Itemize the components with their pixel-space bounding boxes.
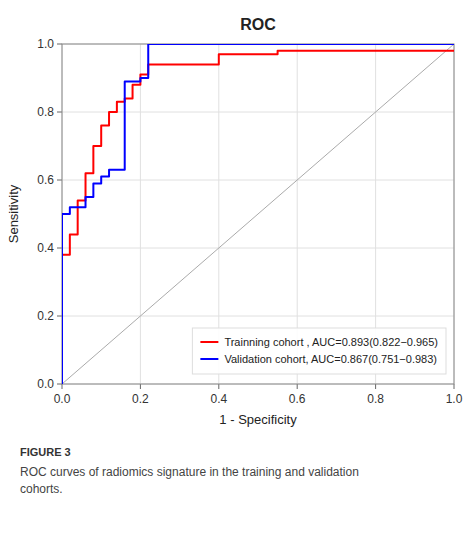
- tick-mark: [140, 384, 141, 389]
- tick-label: 0.4: [37, 241, 54, 255]
- title: ROC: [240, 16, 276, 33]
- tick-label: 0.4: [210, 392, 227, 406]
- legend: Trainning cohort , AUC=0.893(0.822−0.965…: [192, 328, 446, 374]
- tick-label: 0.2: [37, 309, 54, 323]
- tick-label: 0.8: [367, 392, 384, 406]
- plot-frame: [62, 44, 454, 384]
- background: [0, 0, 474, 546]
- reference-diagonal: [62, 44, 454, 384]
- tick-mark: [375, 384, 376, 389]
- tick-label: 0.6: [289, 392, 306, 406]
- tick-mark: [57, 112, 62, 113]
- tick-label: 1.0: [446, 392, 463, 406]
- grid-line: [62, 316, 454, 317]
- legend-swatch: [200, 341, 218, 343]
- tick-label: 0.2: [132, 392, 149, 406]
- tick-mark: [57, 180, 62, 181]
- tick-label: 0.0: [54, 392, 71, 406]
- tick-mark: [218, 384, 219, 389]
- grid-line: [62, 248, 454, 249]
- tick-label: 0.8: [37, 105, 54, 119]
- caption-title: FIGURE 3: [20, 446, 71, 458]
- caption-line: ROC curves of radiomics signature in the…: [20, 465, 359, 479]
- roc-line: [62, 51, 454, 384]
- grid-line: [62, 112, 454, 113]
- caption: ROC curves of radiomics signature in the…: [20, 465, 359, 496]
- legend-label: Trainning cohort , AUC=0.893(0.822−0.965…: [224, 336, 438, 348]
- tick-mark: [62, 384, 63, 389]
- roc-line: [62, 44, 454, 384]
- plot-area: [62, 44, 454, 384]
- x-axis-label: 1 - Specificity: [219, 412, 297, 427]
- tick-mark: [57, 316, 62, 317]
- tick-mark: [57, 44, 62, 45]
- grid: [62, 44, 454, 384]
- tick-mark: [454, 384, 455, 389]
- legend-swatch: [200, 358, 218, 360]
- legend-box: [192, 328, 446, 374]
- tick-mark: [57, 248, 62, 249]
- grid-line: [62, 180, 454, 181]
- tick-mark: [297, 384, 298, 389]
- tick-label: 0.0: [37, 377, 54, 391]
- tick-label: 0.6: [37, 173, 54, 187]
- chart: 0.0 0.2 0.4 0.6 0.8 1.0 0.0 0.2 0.4 0.6 0.8 1.0 ROC 1…: [0, 0, 474, 546]
- tick-label: 1.0: [37, 37, 54, 51]
- axes: 0.0 0.2 0.4 0.6 0.8 1.0 0.0 0.2 0.4 0.6 0.8 1.0: [37, 37, 462, 406]
- legend-label: Validation cohort, AUC=0.867(0.751−0.983…: [224, 353, 437, 365]
- y-axis-label: Sensitivity: [6, 184, 21, 243]
- tick-mark: [57, 384, 62, 385]
- grid-line: [140, 44, 141, 384]
- caption-line: cohorts.: [20, 482, 63, 496]
